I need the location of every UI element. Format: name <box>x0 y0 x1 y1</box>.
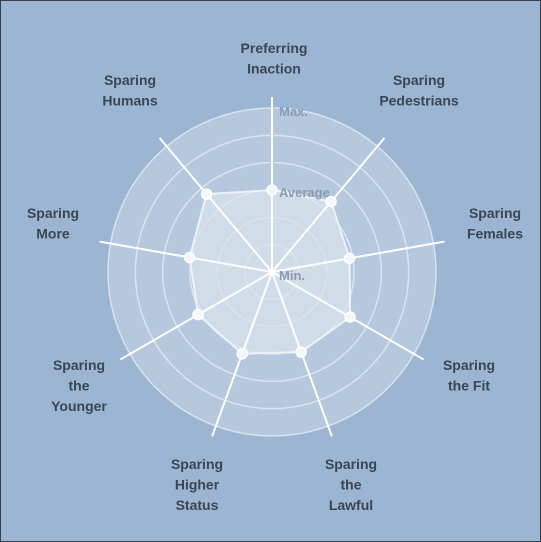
category-label: Sparing Higher Status <box>171 456 223 513</box>
data-point <box>325 195 337 208</box>
data-point <box>343 252 356 265</box>
category-label: Sparing the Younger <box>51 357 107 414</box>
data-point <box>200 188 213 200</box>
data-point <box>295 346 307 358</box>
data-points <box>183 184 356 360</box>
data-point <box>183 251 196 264</box>
data-point <box>266 184 278 196</box>
category-label: Sparing the Lawful <box>325 456 377 513</box>
category-label-line: Status <box>176 497 219 513</box>
level-label: Average <box>279 185 330 200</box>
category-label-line: Lawful <box>329 497 373 513</box>
category-label-line: Sparing <box>27 205 79 221</box>
category-label: Preferring Inaction <box>241 40 308 77</box>
category-label-line: the Fit <box>448 378 490 394</box>
category-label: Sparing the Fit <box>443 357 495 394</box>
category-label-line: Humans <box>102 93 157 109</box>
category-label: Sparing Pedestrians <box>379 72 459 109</box>
category-label-line: Preferring <box>241 40 308 56</box>
category-label: Sparing More <box>27 205 79 242</box>
level-labels: Min. Average Max. <box>279 104 330 283</box>
category-label-line: Sparing <box>443 357 495 373</box>
category-label-line: Sparing <box>469 205 521 221</box>
data-point <box>344 311 356 323</box>
category-label-line: Sparing <box>104 72 156 88</box>
category-label-line: Sparing <box>325 456 377 472</box>
category-label-line: Pedestrians <box>379 93 459 109</box>
spoke <box>271 240 445 273</box>
category-label-line: the <box>341 477 362 493</box>
category-label-line: Inaction <box>247 61 301 77</box>
level-label: Min. <box>279 268 305 283</box>
category-label-line: More <box>36 226 70 242</box>
category-label-line: Younger <box>51 398 107 414</box>
category-label-line: Sparing <box>171 456 223 472</box>
category-label-line: Sparing <box>393 72 445 88</box>
category-label: Sparing Females <box>467 205 523 242</box>
data-point <box>192 308 204 321</box>
category-label-line: the <box>69 378 90 394</box>
category-label: Sparing Humans <box>102 72 157 109</box>
category-label-line: Higher <box>175 477 220 493</box>
category-label-line: Females <box>467 226 523 242</box>
category-label-line: Sparing <box>53 357 105 373</box>
level-label: Max. <box>279 104 308 119</box>
spoke <box>158 137 273 273</box>
data-point <box>236 347 249 360</box>
